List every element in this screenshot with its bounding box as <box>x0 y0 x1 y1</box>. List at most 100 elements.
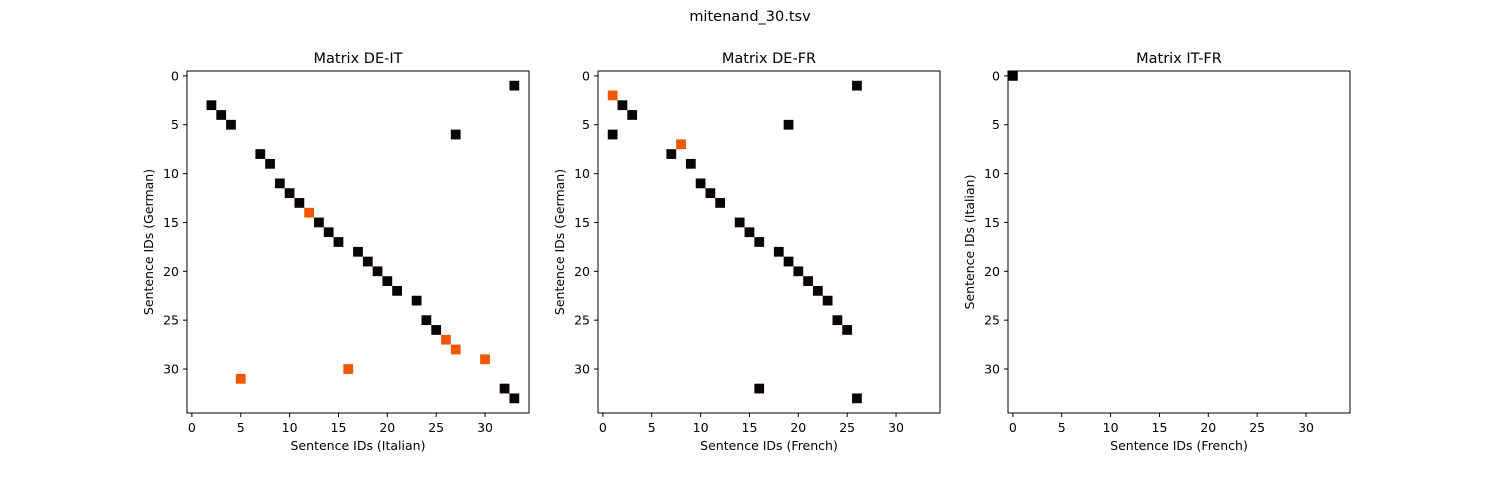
alignment-cell <box>450 344 461 355</box>
alignment-cell <box>1008 71 1018 81</box>
x-axis-label: Sentence IDs (Italian) <box>291 438 426 453</box>
alignment-cell <box>411 295 422 306</box>
chart-title: Matrix DE-IT <box>314 51 403 67</box>
x-tick-label: 10 <box>693 420 709 435</box>
alignment-cell <box>852 80 862 91</box>
alignment-cell <box>715 198 726 208</box>
alignment-cell <box>362 256 373 267</box>
alignment-cell <box>754 383 765 394</box>
alignment-cell <box>392 285 402 296</box>
y-tick-label: 15 <box>163 215 179 230</box>
y-tick-label: 10 <box>574 166 590 181</box>
x-tick-label: 30 <box>888 420 904 435</box>
alignment-cell <box>822 295 833 306</box>
y-tick-label: 30 <box>163 362 179 377</box>
y-tick-label: 30 <box>984 362 1000 377</box>
alignment-cell <box>773 246 784 257</box>
x-tick-label: 10 <box>282 420 298 435</box>
x-tick-label: 20 <box>1200 420 1216 435</box>
x-tick-label: 25 <box>428 420 444 435</box>
alignment-cell <box>705 188 716 199</box>
alignment-cell <box>842 325 853 335</box>
alignment-cell <box>255 149 266 159</box>
alignment-cell <box>734 217 745 228</box>
x-tick-label: 0 <box>188 420 196 435</box>
figure-title: mitenand_30.tsv <box>689 9 811 25</box>
plot-frame <box>1007 70 1351 414</box>
alignment-cell <box>666 149 677 159</box>
alignment-cell <box>441 334 451 345</box>
x-tick-label: 20 <box>379 420 395 435</box>
y-tick-label: 25 <box>163 313 179 328</box>
alignment-cell <box>499 383 510 394</box>
x-axis-label: Sentence IDs (French) <box>1110 438 1248 453</box>
plot-frame <box>186 70 530 414</box>
alignment-cell <box>216 110 227 120</box>
y-tick-label: 20 <box>163 264 179 279</box>
alignment-cell <box>372 266 383 277</box>
alignment-cell <box>333 237 344 247</box>
chart-panel-2: 0 5 10 15 20 25 30 0 5 10 15 20 25 30 Matrix DE-FR Sent… <box>552 51 941 453</box>
alignment-cell <box>421 315 432 326</box>
x-tick-label: 25 <box>839 420 855 435</box>
alignment-cell <box>852 393 862 404</box>
alignment-cell <box>832 315 843 326</box>
y-tick-label: 25 <box>574 313 590 328</box>
alignment-cell <box>676 139 686 150</box>
y-tick-label: 10 <box>984 166 1000 181</box>
alignment-cell <box>695 178 706 189</box>
alignment-cell <box>323 227 334 238</box>
y-tick-label: 0 <box>171 68 179 83</box>
y-tick-label: 30 <box>574 362 590 377</box>
x-tick-label: 0 <box>599 420 607 435</box>
alignment-cell <box>382 276 393 286</box>
x-tick-label: 5 <box>237 420 245 435</box>
y-tick-label: 20 <box>984 264 1000 279</box>
y-axis-label: Sentence IDs (German) <box>141 169 156 315</box>
alignment-cell <box>793 266 804 277</box>
y-tick-label: 10 <box>163 166 179 181</box>
y-tick-label: 20 <box>574 264 590 279</box>
plot-area <box>1008 71 1350 413</box>
alignment-cell <box>607 90 618 101</box>
panels: 0 5 10 15 20 25 30 0 5 10 15 20 25 30 Matrix DE-IT Sent… <box>141 51 1351 453</box>
chart-title: Matrix IT-FR <box>1136 51 1222 67</box>
x-tick-label: 25 <box>1249 420 1265 435</box>
alignment-cell <box>744 227 755 238</box>
alignment-cell <box>803 276 813 286</box>
x-tick-label: 15 <box>1152 420 1168 435</box>
alignment-cell <box>265 158 275 169</box>
x-tick-label: 10 <box>1103 420 1119 435</box>
alignment-cell <box>304 207 315 218</box>
alignment-cell <box>353 246 363 257</box>
alignment-cell <box>509 80 520 91</box>
alignment-cell <box>607 129 618 140</box>
alignment-cell <box>509 393 520 404</box>
x-tick-label: 15 <box>742 420 758 435</box>
x-tick-label: 15 <box>331 420 347 435</box>
chart-panel-1: 0 5 10 15 20 25 30 0 5 10 15 20 25 30 Matrix DE-IT Sent… <box>141 51 530 453</box>
y-tick-label: 5 <box>582 117 590 132</box>
alignment-cell <box>783 119 794 130</box>
y-axis-label: Sentence IDs (Italian) <box>962 175 977 310</box>
chart-title: Matrix DE-FR <box>722 51 816 67</box>
alignment-cell <box>343 364 354 374</box>
alignment-cell <box>284 188 295 199</box>
x-tick-label: 20 <box>790 420 806 435</box>
alignment-cell <box>812 285 823 296</box>
plot-frame <box>597 70 941 414</box>
x-axis-label: Sentence IDs (French) <box>700 438 838 453</box>
alignment-cell <box>226 119 236 130</box>
x-tick-label: 5 <box>648 420 656 435</box>
y-tick-label: 5 <box>171 117 179 132</box>
y-tick-label: 5 <box>992 117 1000 132</box>
y-tick-label: 15 <box>574 215 590 230</box>
alignment-cell <box>617 100 628 111</box>
alignment-cell <box>480 354 490 365</box>
y-tick-label: 0 <box>992 68 1000 83</box>
x-tick-label: 30 <box>477 420 493 435</box>
alignment-cell <box>206 100 217 111</box>
y-axis-label: Sentence IDs (German) <box>552 169 567 315</box>
chart-panel-3: 0 5 10 15 20 25 30 0 5 10 15 20 25 30 Matrix IT-FR Sent… <box>962 51 1351 453</box>
